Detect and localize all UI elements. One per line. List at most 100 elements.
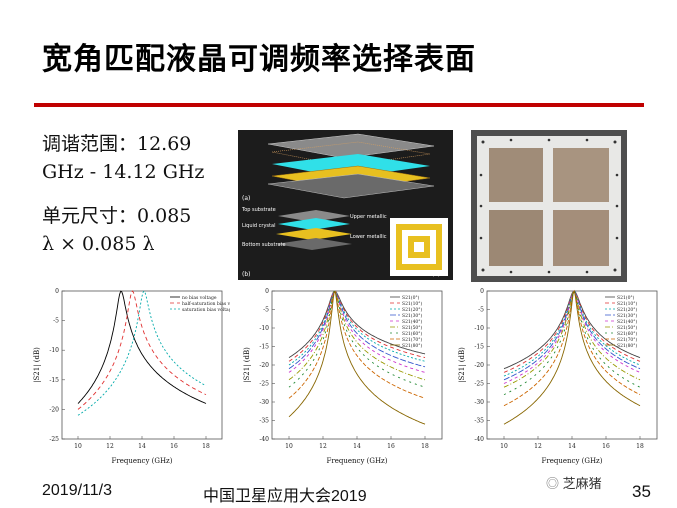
x-tick-label: 10 <box>285 443 293 450</box>
legend-label: S21(50°) <box>617 324 638 331</box>
x-tick-label: 12 <box>106 443 114 450</box>
legend-label: S21(80°) <box>402 342 423 349</box>
legend-label: S21(10°) <box>402 300 423 307</box>
fabricated-sample-photo <box>471 130 627 282</box>
x-tick-label: 16 <box>602 443 610 450</box>
legend-label: S21(60°) <box>402 330 423 337</box>
x-tick-label: 10 <box>500 443 508 450</box>
chart-incidence-angle-low: 10 12 14 16 18 0 -5 -10 -15 -20 -25 -30 -35 -40 Freque… <box>243 288 443 465</box>
series-line <box>503 289 641 425</box>
y-tick-label: 0 <box>55 288 59 295</box>
legend-label: S21(10°) <box>617 300 638 307</box>
x-tick-label: 16 <box>170 443 178 450</box>
unit-size-line1: 单元尺寸：0.085 <box>42 205 192 227</box>
y-tick-label: -20 <box>474 362 484 369</box>
x-axis-label: Frequency (GHz) <box>327 457 388 465</box>
x-axis-label: Frequency (GHz) <box>542 457 603 465</box>
x-tick-label: 18 <box>421 443 429 450</box>
series-line <box>288 290 426 362</box>
plot-frame <box>486 290 658 440</box>
series-line <box>503 290 641 377</box>
y-tick-label: -15 <box>474 344 484 351</box>
legend-label: S21(30°) <box>402 312 423 319</box>
legend-label: S21(80°) <box>617 342 638 349</box>
y-axis-label: |S21| (dB) <box>33 347 41 383</box>
legend-label: S21(30°) <box>617 312 638 319</box>
y-tick-label: -35 <box>259 418 269 425</box>
series-line <box>288 290 426 373</box>
page-number: 35 <box>632 482 651 501</box>
x-tick-label: 14 <box>353 443 361 450</box>
footer-conference: 中国卫星应用大会2019 <box>203 488 367 505</box>
unit-size-line2: λ × 0.085 λ <box>42 233 155 255</box>
slide-title: 宽角匹配液晶可调频率选择表面 <box>42 42 476 77</box>
watermark-logo-icon: ◎ <box>546 476 563 491</box>
x-tick-label: 12 <box>319 443 327 450</box>
series-line <box>288 290 426 358</box>
y-tick-label: -40 <box>259 436 269 443</box>
y-tick-label: -25 <box>49 436 59 443</box>
x-tick-label: 18 <box>202 443 210 450</box>
series-line <box>503 290 641 407</box>
y-tick-label: -35 <box>474 418 484 425</box>
label-b: (b) <box>242 271 251 278</box>
y-tick-label: -25 <box>259 381 269 388</box>
label-liquid-crystal: Liquid crystal <box>242 223 275 229</box>
series-line <box>77 290 207 410</box>
y-axis-label: |S21| (dB) <box>458 347 466 383</box>
legend-label: S21(40°) <box>402 318 423 325</box>
legend-label: S21(60°) <box>617 330 638 337</box>
label-a: (a) <box>242 195 250 202</box>
x-tick-label: 16 <box>387 443 395 450</box>
legend-label: S21(50°) <box>402 324 423 331</box>
watermark-text: ◎ 芝麻猪 <box>546 473 602 492</box>
tuning-range-line2: GHz - 14.12 GHz <box>42 161 205 183</box>
x-tick-label: 14 <box>568 443 576 450</box>
label-top-substrate: Top substrate <box>241 207 276 213</box>
legend-label: S21(20°) <box>402 306 423 313</box>
label-bottom-substrate: Bottom substrate <box>242 242 286 248</box>
label-c: (c) <box>432 271 440 278</box>
unit-size-text: 单元尺寸：0.085 λ × 0.085 λ <box>42 202 191 258</box>
plot-frame <box>61 290 223 440</box>
x-tick-label: 18 <box>636 443 644 450</box>
y-tick-label: -10 <box>474 325 484 332</box>
y-tick-label: -30 <box>474 399 484 406</box>
y-tick-label: -10 <box>259 325 269 332</box>
legend-label: saturation bias voltage <box>182 307 230 313</box>
y-tick-label: -30 <box>259 399 269 406</box>
tuning-range-text: 调谐范围：12.69 GHz - 14.12 GHz <box>42 130 204 186</box>
label-upper-metallic: Upper metallic <box>350 214 387 220</box>
title-divider <box>34 103 644 107</box>
y-tick-label: -5 <box>478 307 484 314</box>
x-tick-label: 14 <box>138 443 146 450</box>
watermark-label: 芝麻猪 <box>562 476 602 491</box>
y-tick-label: -5 <box>263 307 269 314</box>
series-line <box>288 290 426 399</box>
series-line <box>288 290 426 370</box>
series-line <box>77 290 207 416</box>
legend-label: S21(20°) <box>617 306 638 313</box>
y-tick-label: -15 <box>259 344 269 351</box>
series-line <box>503 290 641 396</box>
y-tick-label: -25 <box>474 381 484 388</box>
y-tick-label: 0 <box>480 288 484 295</box>
plot-frame <box>271 290 443 440</box>
y-axis-label: |S21| (dB) <box>243 347 251 383</box>
chart-incidence-angle-high: 10 12 14 16 18 0 -5 -10 -15 -20 -25 -30 -35 -40 Freque… <box>458 288 658 465</box>
x-axis-label: Frequency (GHz) <box>112 457 173 465</box>
legend-label: S21(70°) <box>617 336 638 343</box>
y-tick-label: -40 <box>474 436 484 443</box>
y-tick-label: -20 <box>49 406 59 413</box>
y-tick-label: -15 <box>49 377 59 384</box>
legend-label: S21(40°) <box>617 318 638 325</box>
label-lower-metallic: Lower metallic <box>350 234 387 240</box>
y-tick-label: -20 <box>259 362 269 369</box>
legend-label: S21(70°) <box>402 336 423 343</box>
series-line <box>77 290 207 404</box>
y-tick-label: -10 <box>49 347 59 354</box>
y-tick-label: -5 <box>53 318 59 325</box>
chart-bias-voltage: 10 12 14 16 18 0 -5 -10 -15 -20 -25 Frequency (GHz)… <box>33 288 230 465</box>
legend-label: half-saturation bias voltage <box>182 301 230 307</box>
tuning-range-line1: 调谐范围：12.69 <box>42 133 192 155</box>
